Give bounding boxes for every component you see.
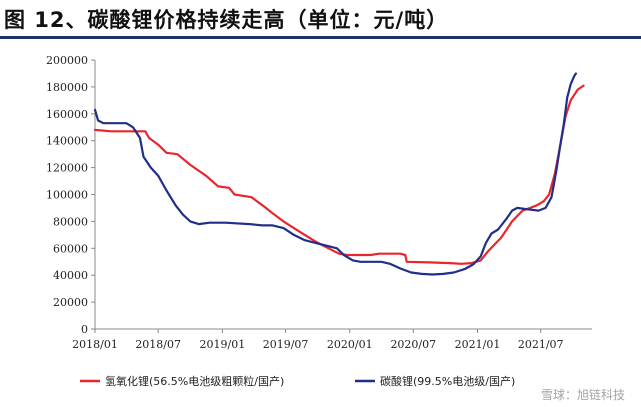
y-tick-label: 40000: [53, 269, 88, 282]
y-tick-label: 100000: [46, 189, 88, 202]
x-tick-label: 2019/07: [263, 338, 309, 351]
y-tick-label: 180000: [46, 81, 88, 94]
x-tick-label: 2018/01: [72, 338, 118, 351]
series-layer: [93, 72, 585, 276]
y-tick-label: 20000: [53, 296, 88, 309]
watermark-text: 雪球：旭链科技: [540, 388, 625, 402]
x-tick-label: 2020/07: [390, 338, 436, 351]
y-tick-label: 60000: [53, 242, 88, 255]
y-tick-label: 140000: [46, 135, 88, 148]
y-tick-label: 200000: [46, 54, 88, 67]
series-line-1: [93, 84, 585, 265]
x-tick-label: 2021/07: [518, 338, 564, 351]
y-tick-label: 0: [81, 323, 88, 336]
series-line-2: [93, 72, 578, 276]
x-tick-label: 2021/01: [455, 338, 501, 351]
y-tick-label: 160000: [46, 108, 88, 121]
y-tick-label: 120000: [46, 162, 88, 175]
x-tick-label: 2019/01: [200, 338, 246, 351]
legend-label-1: 氢氧化锂(56.5%电池级粗颗粒/国产): [105, 374, 284, 388]
x-tick-label: 2018/07: [135, 338, 181, 351]
x-tick-label: 2020/01: [327, 338, 373, 351]
legend-label-2: 碳酸锂(99.5%电池级/国产): [380, 374, 515, 388]
y-axis: 0 20000 40000 60000 80000 100000 120000 140000 1…: [46, 54, 96, 336]
x-axis: 2018/01 2018/07 2019/01 2019/07 2020/01 2020/…: [72, 328, 592, 351]
page-title: 图 12、碳酸锂价格持续走高（单位：元/吨）: [4, 8, 449, 32]
legend: 氢氧化锂(56.5%电池级粗颗粒/国产) 碳酸锂(99.5%电池级/国产): [80, 374, 515, 388]
y-tick-label: 80000: [53, 215, 88, 228]
title-rule: [0, 36, 641, 39]
